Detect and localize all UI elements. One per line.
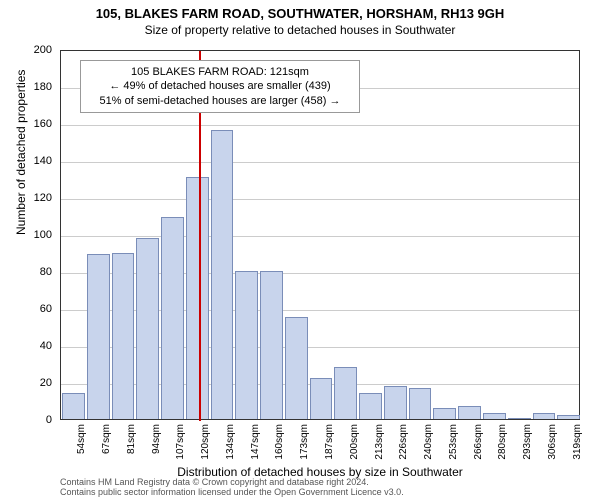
annotation-box: 105 BLAKES FARM ROAD: 121sqm ← 49% of de… <box>80 60 360 113</box>
histogram-bar <box>186 177 209 419</box>
histogram-bar <box>508 418 531 419</box>
histogram-bar <box>161 217 184 419</box>
y-tick-label: 160 <box>34 118 52 130</box>
x-tick-label: 147sqm <box>250 424 261 460</box>
page-subtitle: Size of property relative to detached ho… <box>0 21 600 37</box>
histogram-bar <box>334 367 357 419</box>
histogram-bar <box>483 413 506 419</box>
y-tick-label: 140 <box>34 155 52 167</box>
x-tick-label: 81sqm <box>126 424 137 454</box>
histogram-bar <box>235 271 258 419</box>
histogram-bar <box>384 386 407 419</box>
histogram-bar <box>458 406 481 419</box>
y-tick-label: 120 <box>34 192 52 204</box>
x-tick-label: 134sqm <box>225 424 236 460</box>
y-tick-label: 80 <box>40 266 52 278</box>
y-axis-ticks: 020406080100120140160180200 <box>20 50 56 420</box>
histogram-bar <box>557 415 580 419</box>
x-tick-label: 160sqm <box>274 424 285 460</box>
annotation-line-1: 105 BLAKES FARM ROAD: 121sqm <box>89 65 351 79</box>
x-tick-label: 226sqm <box>398 424 409 460</box>
x-tick-label: 107sqm <box>175 424 186 460</box>
y-tick-label: 40 <box>40 340 52 352</box>
x-tick-label: 280sqm <box>497 424 508 460</box>
y-tick-label: 20 <box>40 377 52 389</box>
x-tick-label: 67sqm <box>101 424 112 454</box>
histogram-bar <box>87 254 110 419</box>
annotation-line-3: 51% of semi-detached houses are larger (… <box>89 94 351 108</box>
y-tick-label: 60 <box>40 303 52 315</box>
x-tick-label: 187sqm <box>324 424 335 460</box>
annotation-line-2: ← 49% of detached houses are smaller (43… <box>89 79 351 93</box>
x-tick-label: 306sqm <box>547 424 558 460</box>
histogram-bar <box>433 408 456 419</box>
histogram-bar <box>533 413 556 419</box>
y-tick-label: 180 <box>34 81 52 93</box>
x-tick-label: 319sqm <box>572 424 583 460</box>
x-tick-label: 120sqm <box>200 424 211 460</box>
x-tick-label: 213sqm <box>374 424 385 460</box>
histogram-bar <box>136 238 159 419</box>
x-tick-label: 253sqm <box>448 424 459 460</box>
histogram-bar <box>285 317 308 419</box>
x-tick-label: 240sqm <box>423 424 434 460</box>
x-axis-ticks: 54sqm 67sqm 81sqm 94sqm 107sqm 120sqm 134sqm 14… <box>60 420 580 470</box>
x-tick-label: 173sqm <box>299 424 310 460</box>
histogram-bar <box>409 388 432 419</box>
page-title: 105, BLAKES FARM ROAD, SOUTHWATER, HORSH… <box>0 0 600 21</box>
y-tick-label: 0 <box>46 414 52 426</box>
histogram-bar <box>211 130 234 419</box>
x-tick-label: 94sqm <box>151 424 162 454</box>
histogram-bar <box>62 393 85 419</box>
histogram-bar <box>112 253 135 420</box>
x-tick-label: 266sqm <box>473 424 484 460</box>
histogram-bar <box>260 271 283 419</box>
histogram-bar <box>359 393 382 419</box>
attribution-text: Contains HM Land Registry data © Crown c… <box>60 478 580 498</box>
attribution-line-2: Contains public sector information licen… <box>60 488 580 498</box>
y-tick-label: 100 <box>34 229 52 241</box>
x-tick-label: 54sqm <box>76 424 87 454</box>
x-tick-label: 293sqm <box>522 424 533 460</box>
histogram-bar <box>310 378 333 419</box>
y-tick-label: 200 <box>34 44 52 56</box>
x-tick-label: 200sqm <box>349 424 360 460</box>
